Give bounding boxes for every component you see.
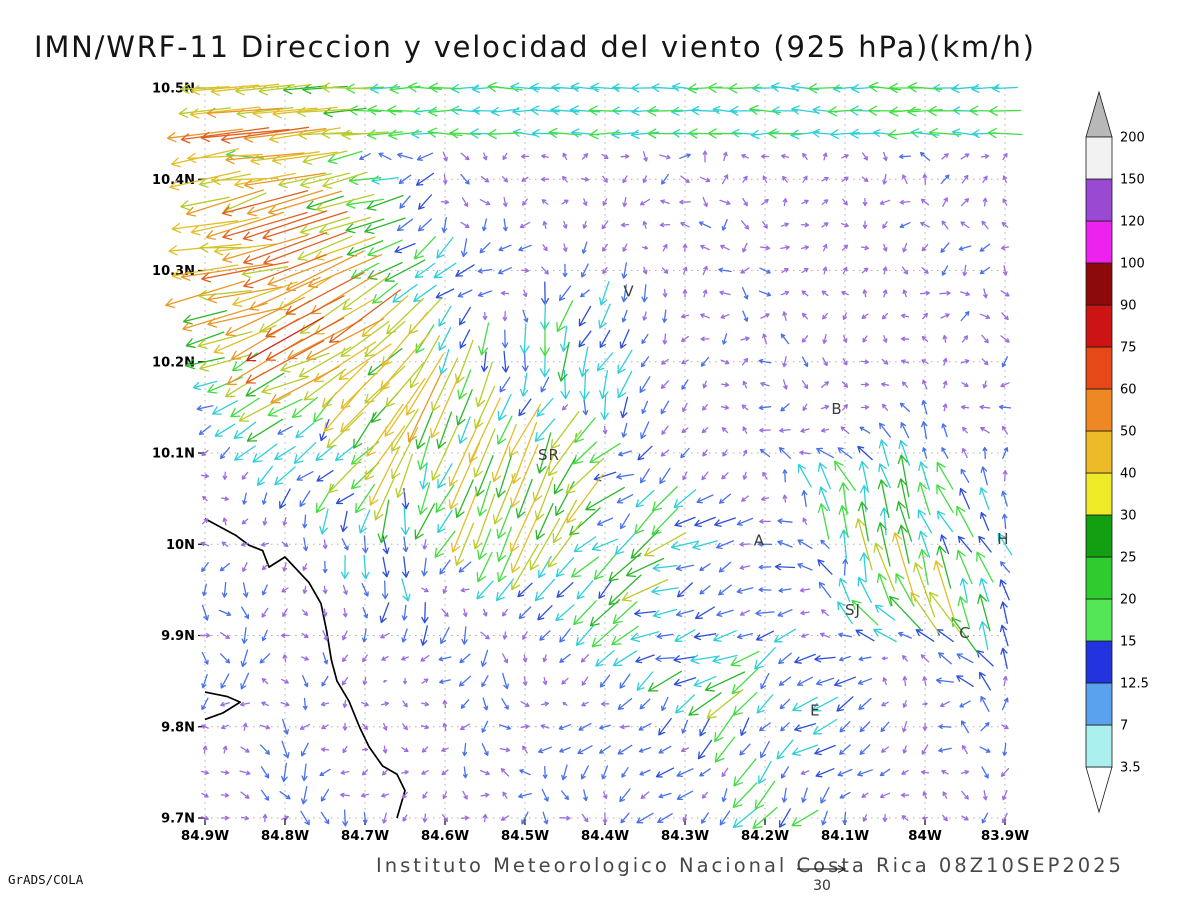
y-tick-label: 10.2N bbox=[152, 355, 195, 370]
colorbar-segment bbox=[1085, 514, 1113, 558]
colorbar-label: 200 bbox=[1120, 131, 1145, 146]
x-tick-label: 84.2W bbox=[741, 828, 789, 844]
colorbar-label: 7 bbox=[1120, 719, 1128, 734]
colorbar-label: 120 bbox=[1120, 215, 1145, 230]
station-label-v: V bbox=[623, 282, 634, 300]
colorbar-label: 3.5 bbox=[1120, 761, 1141, 776]
reference-vector-arrow bbox=[797, 864, 847, 874]
wind-arrow-group bbox=[196, 152, 1012, 827]
y-tick-label: 9.7N bbox=[161, 812, 195, 827]
colorbar-segment bbox=[1085, 220, 1113, 264]
colorbar-segment bbox=[1085, 598, 1113, 642]
coastline bbox=[204, 517, 406, 819]
colorbar-label: 20 bbox=[1120, 593, 1137, 608]
station-label-b: B bbox=[831, 400, 842, 418]
chart-title: IMN/WRF-11 Direccion y velocidad del vie… bbox=[34, 30, 1036, 64]
colorbar-segment bbox=[1085, 304, 1113, 348]
colorbar-segment bbox=[1085, 262, 1113, 306]
wind-arrow-group bbox=[246, 316, 324, 362]
colorbar-segment bbox=[1085, 136, 1113, 180]
coastline-segment bbox=[204, 691, 242, 721]
wind-arrow-group bbox=[207, 81, 1023, 830]
x-tick-label: 84.5W bbox=[501, 828, 549, 844]
colorbar-label: 12.5 bbox=[1120, 677, 1149, 692]
colorbar-segment bbox=[1085, 556, 1113, 600]
reference-vector: 30 bbox=[797, 864, 847, 894]
wind-arrow-group bbox=[182, 83, 991, 716]
colorbar-over-triangle bbox=[1085, 90, 1113, 138]
x-tick-label: 84.7W bbox=[341, 828, 389, 844]
wind-arrow-group bbox=[165, 107, 442, 443]
colorbar-label: 100 bbox=[1120, 257, 1145, 272]
colorbar-segment bbox=[1085, 682, 1113, 726]
reference-vector-label: 30 bbox=[813, 878, 831, 894]
colorbar-label: 40 bbox=[1120, 467, 1137, 482]
station-label-sj: SJ bbox=[845, 601, 861, 619]
colorbar-segment bbox=[1085, 640, 1113, 684]
wind-arrow-group bbox=[199, 150, 1010, 824]
y-tick-label: 10.4N bbox=[152, 173, 195, 188]
colorbar-label: 75 bbox=[1120, 341, 1137, 356]
colorbar-segment bbox=[1085, 472, 1113, 516]
station-label-c: C bbox=[959, 624, 970, 642]
y-tick-label: 9.9N bbox=[161, 629, 195, 644]
x-tick-label: 84W bbox=[908, 828, 942, 844]
x-tick-label: 84.3W bbox=[661, 828, 709, 844]
colorbar-segment bbox=[1085, 724, 1113, 768]
wind-arrow-group bbox=[180, 126, 401, 384]
x-tick-label: 84.9W bbox=[181, 828, 229, 844]
wind-arrow-group bbox=[178, 82, 962, 719]
x-tick-label: 84.8W bbox=[261, 828, 309, 844]
x-tick-label: 83.9W bbox=[981, 828, 1029, 844]
colorbar-label: 50 bbox=[1120, 425, 1137, 440]
colorbar-label: 30 bbox=[1120, 509, 1137, 524]
station-label-a: A bbox=[754, 532, 765, 550]
colorbar-segment bbox=[1085, 388, 1113, 432]
colorbar-label: 90 bbox=[1120, 299, 1137, 314]
x-tick-label: 84.6W bbox=[421, 828, 469, 844]
x-axis-labels: 84.9W 84.8W 84.7W 84.6W 84.5W 84.4W 84.3W 84.2W… bbox=[181, 828, 1029, 844]
y-tick-label: 10.1N bbox=[152, 447, 195, 462]
station-labels: V B SR A H SJ C E bbox=[538, 282, 1009, 719]
y-tick-label: 9.8N bbox=[161, 720, 195, 735]
colorbar-under-triangle bbox=[1085, 766, 1113, 814]
coastline-segment bbox=[204, 517, 406, 819]
y-tick-label: 10N bbox=[166, 538, 195, 553]
x-tick-label: 84.4W bbox=[581, 828, 629, 844]
colorbar-label: 150 bbox=[1120, 173, 1145, 188]
station-label-e: E bbox=[810, 701, 820, 719]
colorbar-segment bbox=[1085, 346, 1113, 390]
colorbar bbox=[1085, 90, 1113, 814]
wind-arrow-group bbox=[168, 83, 955, 620]
colorbar-segment bbox=[1085, 430, 1113, 474]
wind-arrow-group bbox=[192, 82, 1019, 829]
colorbar-segment bbox=[1085, 178, 1113, 222]
colorbar-label: 60 bbox=[1120, 383, 1137, 398]
colorbar-label: 15 bbox=[1120, 635, 1137, 650]
y-tick-label: 10.5N bbox=[152, 82, 195, 97]
colorbar-labels: 3.5 7 12.5 15 20 25 30 40 50 60 75 90 100 120 150 200 bbox=[1120, 131, 1149, 776]
wind-arrows bbox=[165, 81, 1023, 830]
station-label-h: H bbox=[997, 530, 1009, 548]
grads-cola-credit: GrADS/COLA bbox=[8, 872, 84, 887]
station-label-sr: SR bbox=[538, 446, 560, 464]
colorbar-label: 25 bbox=[1120, 551, 1137, 566]
footer-institute-datetime: Instituto Meteorologico Nacional Costa R… bbox=[376, 854, 1124, 877]
x-tick-label: 84.1W bbox=[821, 828, 869, 844]
